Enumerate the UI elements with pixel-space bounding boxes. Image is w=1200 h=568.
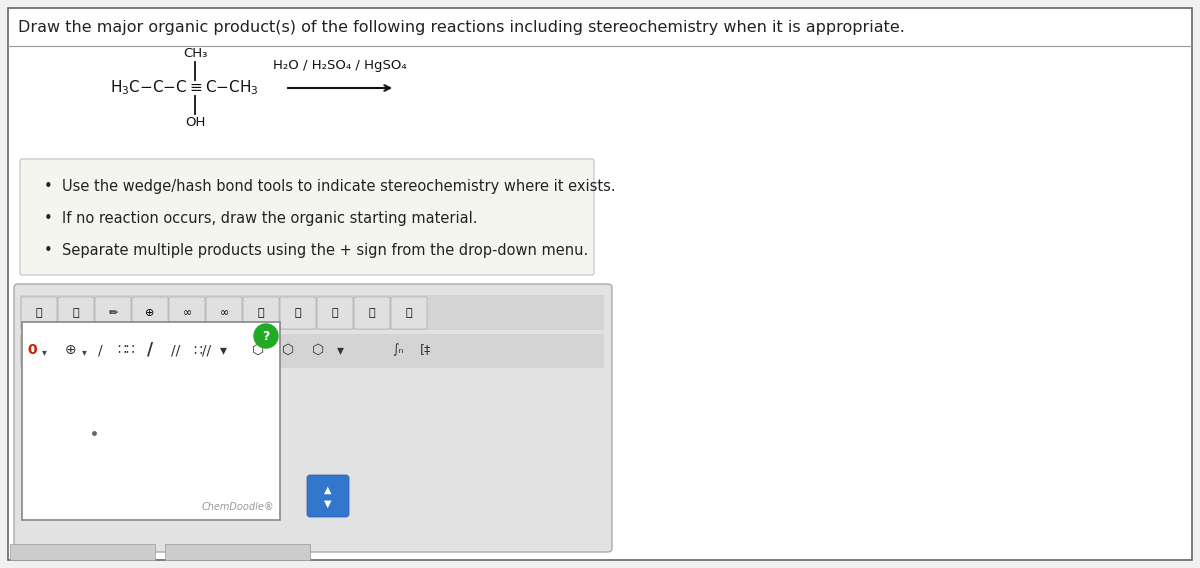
- Bar: [166, 544, 310, 560]
- Text: /: /: [97, 343, 102, 357]
- Text: Draw the major organic product(s) of the following reactions including stereoche: Draw the major organic product(s) of the…: [18, 20, 905, 35]
- Text: ▼: ▼: [324, 499, 331, 509]
- FancyBboxPatch shape: [307, 475, 349, 517]
- Text: •  Use the wedge/hash bond tools to indicate stereochemistry where it exists.: • Use the wedge/hash bond tools to indic…: [44, 179, 616, 194]
- Text: ∞: ∞: [220, 308, 229, 318]
- Text: 🔒: 🔒: [73, 308, 79, 318]
- FancyBboxPatch shape: [391, 297, 427, 329]
- Text: ⬡: ⬡: [282, 343, 294, 357]
- FancyBboxPatch shape: [280, 297, 316, 329]
- FancyBboxPatch shape: [22, 297, 58, 329]
- Text: ✏: ✏: [108, 308, 118, 318]
- FancyBboxPatch shape: [95, 297, 131, 329]
- Text: ▾: ▾: [82, 347, 86, 357]
- Text: ▲: ▲: [324, 485, 331, 495]
- Text: ▾: ▾: [220, 343, 227, 357]
- Text: 0: 0: [28, 343, 37, 357]
- Text: ⬡: ⬡: [252, 343, 264, 357]
- Text: 🔎: 🔎: [368, 308, 376, 318]
- FancyBboxPatch shape: [242, 297, 278, 329]
- FancyBboxPatch shape: [317, 297, 353, 329]
- Text: ChemDoodle®: ChemDoodle®: [202, 502, 274, 512]
- Text: H$_3$C$-$C$-$C$\equiv$C$-$CH$_3$: H$_3$C$-$C$-$C$\equiv$C$-$CH$_3$: [110, 78, 259, 97]
- Text: ▾: ▾: [336, 343, 343, 357]
- FancyBboxPatch shape: [132, 297, 168, 329]
- Text: ∷∷: ∷∷: [118, 343, 134, 357]
- Bar: [10, 544, 155, 560]
- Text: [‡: [‡: [420, 344, 432, 357]
- FancyBboxPatch shape: [169, 297, 205, 329]
- Text: /: /: [146, 341, 154, 359]
- Text: 🦅: 🦅: [295, 308, 301, 318]
- Text: ∞: ∞: [182, 308, 192, 318]
- Bar: [20, 295, 604, 330]
- Bar: [22, 322, 280, 520]
- FancyBboxPatch shape: [354, 297, 390, 329]
- FancyBboxPatch shape: [59, 336, 95, 366]
- Circle shape: [254, 324, 278, 348]
- Text: 🔍: 🔍: [331, 308, 338, 318]
- Text: ∷//: ∷//: [193, 343, 211, 357]
- FancyBboxPatch shape: [20, 159, 594, 275]
- FancyBboxPatch shape: [58, 297, 94, 329]
- Text: ⊕: ⊕: [145, 308, 155, 318]
- Text: •  Separate multiple products using the + sign from the drop-down menu.: • Separate multiple products using the +…: [44, 243, 588, 258]
- Text: //: //: [172, 343, 181, 357]
- Text: ?: ?: [263, 329, 270, 343]
- Text: ⬡: ⬡: [312, 343, 324, 357]
- Text: ✋: ✋: [36, 308, 42, 318]
- Text: ▾: ▾: [42, 347, 47, 357]
- Text: •  If no reaction occurs, draw the organic starting material.: • If no reaction occurs, draw the organi…: [44, 211, 478, 226]
- Text: ⊕: ⊕: [65, 343, 77, 357]
- Text: CH₃: CH₃: [182, 47, 208, 60]
- FancyBboxPatch shape: [206, 297, 242, 329]
- Text: H₂O / H₂SO₄ / HgSO₄: H₂O / H₂SO₄ / HgSO₄: [274, 59, 407, 72]
- FancyBboxPatch shape: [22, 336, 58, 366]
- Text: 🦅: 🦅: [258, 308, 264, 318]
- FancyBboxPatch shape: [14, 284, 612, 552]
- Text: 🎨: 🎨: [406, 308, 413, 318]
- Text: OH: OH: [185, 116, 205, 129]
- Text: ∫ₙ: ∫ₙ: [392, 344, 403, 357]
- Bar: [20, 334, 604, 368]
